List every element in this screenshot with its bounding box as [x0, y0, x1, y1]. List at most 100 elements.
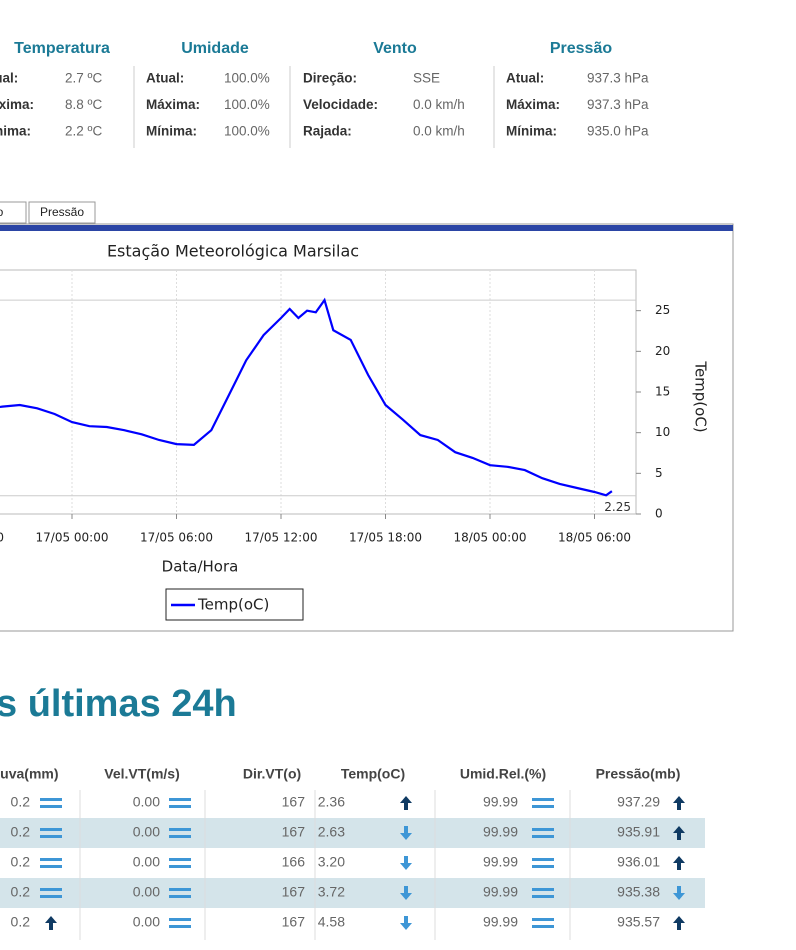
- column-header: Vel.VT(m/s): [104, 766, 179, 782]
- stat-label: Direção:: [303, 71, 357, 86]
- trend-equal-icon: [169, 798, 191, 801]
- stat-value: 0.0 km/h: [413, 97, 465, 112]
- trend-down-icon: [400, 856, 412, 870]
- trend-up-icon: [673, 796, 685, 810]
- stat-value: 100.0%: [224, 124, 270, 139]
- trend-equal-icon: [169, 828, 191, 831]
- column-header: Pressão(mb): [596, 766, 681, 782]
- trend-down-icon: [400, 826, 412, 840]
- table-cell: 167: [282, 914, 306, 930]
- trend-equal-icon: [40, 865, 62, 868]
- trend-equal-icon: [40, 835, 62, 838]
- stat-label: Rajada:: [303, 124, 352, 139]
- table-cell: 936.01: [617, 854, 660, 870]
- legend-label: Temp(oC): [197, 596, 269, 614]
- stat-value: 935.0 hPa: [587, 124, 649, 139]
- table-cell: 935.91: [617, 824, 660, 840]
- tab-label[interactable]: Vento: [0, 205, 4, 219]
- trend-equal-icon: [40, 798, 62, 801]
- x-tick-label: 16/05 18:00: [0, 531, 4, 545]
- trend-equal-icon: [169, 925, 191, 928]
- stat-value: 937.3 hPa: [587, 71, 649, 86]
- x-tick-label: 17/05 18:00: [349, 531, 422, 545]
- stat-label: Máxima:: [0, 97, 34, 112]
- table-cell: 3.20: [318, 854, 345, 870]
- stat-value: 100.0%: [224, 97, 270, 112]
- chart-top-bar: [0, 225, 733, 231]
- table-cell: 935.38: [617, 884, 660, 900]
- trend-equal-icon: [169, 865, 191, 868]
- stat-label: Mínima:: [146, 124, 197, 139]
- y-tick-label: 20: [655, 344, 670, 358]
- x-tick-label: 17/05 12:00: [245, 531, 318, 545]
- x-tick-label: 17/05 00:00: [36, 531, 109, 545]
- trend-equal-icon: [532, 925, 554, 928]
- column-header: Temp(oC): [341, 766, 405, 782]
- column-header: Umid.Rel.(%): [460, 766, 546, 782]
- y-tick-label: 15: [655, 385, 670, 399]
- trend-equal-icon: [40, 858, 62, 861]
- stat-heading: Vento: [373, 40, 417, 57]
- stat-heading: Temperatura: [14, 40, 110, 57]
- trend-equal-icon: [169, 918, 191, 921]
- trend-equal-icon: [532, 918, 554, 921]
- stat-label: Velocidade:: [303, 97, 378, 112]
- stat-value: 2.7 ºC: [65, 71, 102, 86]
- trend-equal-icon: [532, 798, 554, 801]
- table-cell: 99.99: [483, 824, 518, 840]
- stat-label: Atual:: [146, 71, 184, 86]
- stat-value: 8.8 ºC: [65, 97, 102, 112]
- x-tick-label: 18/05 06:00: [558, 531, 631, 545]
- stat-label: Máxima:: [146, 97, 200, 112]
- trend-down-icon: [673, 886, 685, 900]
- table-cell: 0.00: [133, 824, 160, 840]
- trend-equal-icon: [532, 865, 554, 868]
- trend-down-icon: [400, 916, 412, 930]
- trend-equal-icon: [169, 805, 191, 808]
- x-axis-label: Data/Hora: [162, 558, 239, 576]
- column-header: Dir.VT(o): [243, 766, 301, 782]
- stat-value: 0.0 km/h: [413, 124, 465, 139]
- trend-equal-icon: [532, 888, 554, 891]
- trend-equal-icon: [40, 805, 62, 808]
- row-background: [0, 878, 705, 908]
- stat-label: Atual:: [506, 71, 544, 86]
- table-cell: 167: [282, 824, 306, 840]
- table-cell: 2.36: [318, 794, 345, 810]
- trend-up-icon: [673, 826, 685, 840]
- y-axis-label: Temp(oC): [692, 360, 710, 432]
- column-header: Chuva(mm): [0, 766, 59, 782]
- stat-label: Atual:: [0, 71, 18, 86]
- tab[interactable]: [28, 201, 96, 224]
- trend-equal-icon: [532, 805, 554, 808]
- y-tick-label: 10: [655, 425, 670, 439]
- stat-label: Mínima:: [0, 124, 31, 139]
- table-cell: 935.57: [617, 914, 660, 930]
- reference-label: 2.25: [604, 500, 631, 514]
- trend-equal-icon: [40, 828, 62, 831]
- chart-panel: Estação Meteorológica Marsilac Data/Hora…: [0, 223, 734, 632]
- y-tick-label: 25: [655, 303, 670, 317]
- table-cell: 99.99: [483, 854, 518, 870]
- table-cell: 167: [282, 794, 306, 810]
- table-cell: 0.2: [11, 794, 31, 810]
- section-heading: s últimas 24h: [0, 683, 237, 725]
- tab-label[interactable]: Pressão: [40, 205, 84, 219]
- table-cell: 0.00: [133, 914, 160, 930]
- trend-equal-icon: [169, 888, 191, 891]
- line-series: [0, 297, 613, 497]
- table-cell: 2.63: [318, 824, 345, 840]
- y-tick-label: 5: [655, 466, 663, 480]
- trend-up-icon: [673, 856, 685, 870]
- stat-value: SSE: [413, 71, 440, 86]
- table-cell: 0.2: [11, 854, 31, 870]
- trend-equal-icon: [40, 888, 62, 891]
- table-cell: 0.00: [133, 854, 160, 870]
- tab[interactable]: [0, 201, 27, 224]
- table-cell: 4.58: [318, 914, 345, 930]
- chart-title: Estação Meteorológica Marsilac: [107, 242, 359, 261]
- table-cell: 167: [282, 884, 306, 900]
- stat-value: 2.2 ºC: [65, 124, 102, 139]
- trend-equal-icon: [532, 835, 554, 838]
- trend-equal-icon: [532, 858, 554, 861]
